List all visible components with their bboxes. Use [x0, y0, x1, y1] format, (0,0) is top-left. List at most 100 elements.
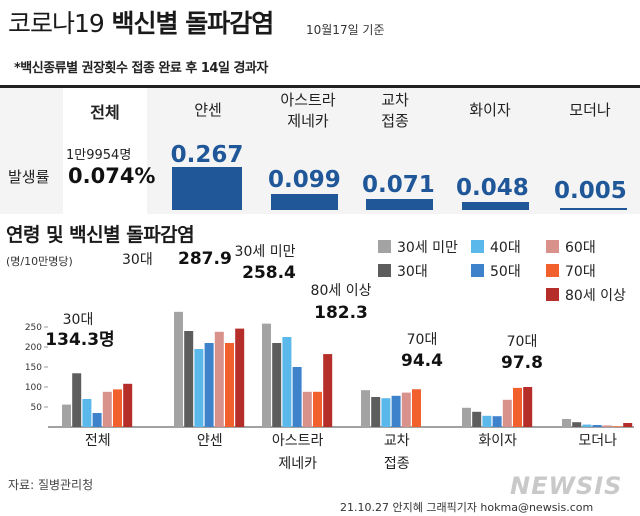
legend-swatch [471, 240, 484, 253]
vaccine-header-line1: 얀센 [194, 101, 222, 119]
overall-count: 1만9954명 [66, 148, 132, 163]
annotation-value: 94.4 [401, 351, 443, 371]
y-tick-label: 150 [25, 363, 42, 373]
incidence-bar [366, 198, 433, 210]
chart-bar [562, 419, 571, 427]
chart-bar [302, 391, 312, 427]
vaccine-header: 얀센 [168, 100, 248, 121]
legend-swatch [471, 264, 484, 277]
legend-label: 30대 [397, 264, 428, 280]
legend-swatch [546, 264, 559, 277]
annotation-label: 70대 [407, 332, 438, 348]
chart-bar [282, 337, 292, 427]
chart-bar [602, 425, 612, 427]
chart-bar [174, 311, 183, 427]
incidence-row-label: 발생률 [8, 168, 50, 186]
chart-bar [482, 415, 492, 427]
chart-bar [113, 389, 122, 427]
chart-bar [391, 395, 401, 427]
chart-bar [62, 404, 71, 427]
incidence-value: 0.048 [456, 175, 529, 201]
legend-item: 30대 [378, 261, 428, 281]
x-category-label: 아스트라 [272, 433, 324, 449]
chart-bar [613, 426, 622, 427]
legend-label: 80세 이상 [565, 288, 626, 304]
chart-bar [513, 387, 522, 427]
x-category-label: 제네카 [278, 456, 317, 472]
chart-bar [381, 398, 391, 427]
vaccine-header: 아스트라 제네카 [263, 90, 353, 132]
chart-bar [572, 422, 582, 427]
x-category-label: 교차 [384, 433, 410, 449]
subtitle: *백신종류별 권장횟수 접종 완료 후 14일 경과자 [14, 61, 268, 76]
annotation-label: 80세 이상 [311, 283, 372, 299]
legend-swatch [378, 240, 391, 253]
chart-bar [623, 423, 633, 427]
vaccine-header: 화이자 [450, 100, 530, 121]
overall-rate: 0.074% [68, 164, 156, 188]
x-category-label: 접종 [384, 456, 410, 472]
annotation-value: 258.4 [242, 263, 296, 283]
chart-bar [523, 387, 533, 427]
legend-item: 40대 [471, 237, 521, 257]
chart-bar [323, 354, 333, 427]
chart-bar [371, 397, 381, 427]
chart-bar [412, 389, 421, 427]
chart-bar [313, 391, 322, 427]
chart-bar [72, 373, 82, 427]
chart-bar [401, 392, 411, 427]
legend-item: 50대 [471, 261, 521, 281]
legend-swatch [378, 264, 391, 277]
page-title: 코로나19 백신별 돌파감염 [8, 4, 274, 40]
title-prefix: 코로나19 [8, 9, 105, 38]
legend-swatch [546, 240, 559, 253]
annotation-value: 287.9 [178, 249, 232, 269]
incidence-value: 0.099 [268, 167, 341, 193]
source-note: 자료: 질병관리청 [8, 478, 94, 492]
chart-bar [235, 328, 245, 427]
chart-bar [214, 331, 224, 427]
y-tick-label: 50 [31, 403, 43, 413]
legend-label: 30세 미만 [397, 240, 458, 256]
chart-bar [462, 407, 471, 427]
chart-bar [123, 383, 133, 427]
incidence-bar [271, 194, 338, 210]
chart-bar [204, 343, 214, 427]
x-category-label: 얀센 [197, 433, 223, 449]
x-category-label: 전체 [85, 433, 111, 449]
y-tick-label: 200 [25, 343, 42, 353]
chart-bar [361, 390, 370, 427]
overall-column [63, 88, 147, 214]
legend-item: 30세 미만 [378, 237, 458, 257]
vaccine-header-line2: 제네카 [287, 112, 329, 130]
incidence-value: 0.267 [170, 142, 244, 168]
chart-bar [272, 343, 282, 427]
annotation-value: 182.3 [314, 303, 368, 323]
annotation-value: 97.8 [501, 353, 543, 373]
annotation-label: 30세 미만 [235, 244, 296, 260]
y-axis-unit: (명/10만명당) [6, 255, 73, 268]
y-tick-label: 100 [25, 383, 42, 393]
x-category-label: 화이자 [478, 433, 517, 449]
newsis-watermark: NEWSIS [510, 472, 623, 500]
legend-swatch [546, 288, 559, 301]
vaccine-header-line2: 접종 [381, 112, 409, 130]
chart-bar [92, 413, 102, 427]
vaccine-header-line1: 교차 [381, 91, 409, 109]
legend-label: 70대 [565, 264, 596, 280]
chart-bar [102, 391, 112, 427]
legend-item: 80세 이상 [546, 285, 626, 305]
incidence-bar [560, 208, 627, 210]
legend-label: 50대 [490, 264, 521, 280]
chart-bar [194, 349, 204, 427]
vaccine-header: 모더나 [550, 100, 630, 121]
incidence-value: 0.005 [554, 178, 627, 204]
chart-bar [292, 367, 302, 427]
chart-bar [582, 424, 592, 427]
chart-bar [472, 411, 482, 427]
reference-date: 10월17일 기준 [306, 23, 385, 37]
chart-bar [492, 416, 502, 427]
divider [0, 85, 640, 88]
chart-bar [262, 323, 271, 427]
